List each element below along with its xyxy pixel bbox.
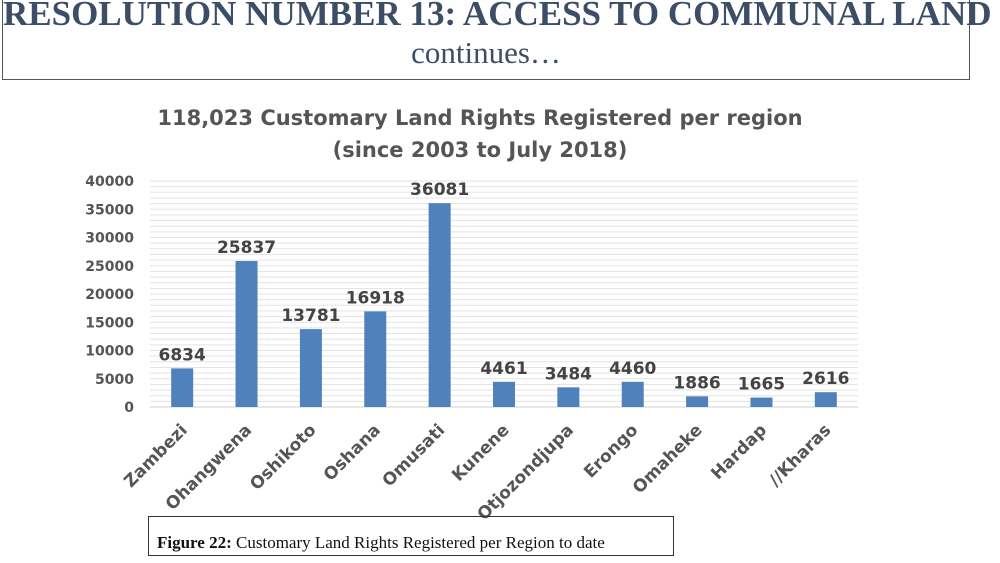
x-tick-label: Kunene — [448, 420, 513, 485]
bar — [235, 261, 258, 407]
bar — [686, 396, 709, 407]
bar — [428, 203, 451, 407]
y-tick-label: 10000 — [85, 344, 134, 360]
data-label: 2616 — [802, 369, 849, 389]
data-label: 1886 — [673, 373, 720, 393]
page-title: RESOLUTION NUMBER 13: ACCESS TO COMMUNAL… — [3, 0, 992, 33]
header-box: RESOLUTION NUMBER 13: ACCESS TO COMMUNAL… — [2, 0, 992, 80]
data-label: 36081 — [410, 180, 469, 200]
data-label: 3484 — [545, 364, 592, 384]
bar — [814, 392, 837, 407]
chart-subtitle: (since 2003 to July 2018) — [332, 138, 628, 162]
x-tick-label: Oshikoto — [246, 420, 320, 494]
x-tick-label: //Kharas — [765, 420, 835, 490]
y-tick-label: 30000 — [85, 231, 134, 247]
y-tick-label: 5000 — [95, 372, 134, 388]
page-subtitle: continues… — [411, 35, 561, 70]
bar — [621, 381, 644, 407]
y-tick-label: 0 — [124, 400, 134, 416]
data-label: 25837 — [217, 238, 276, 258]
y-tick-label: 35000 — [85, 202, 134, 218]
x-tick-label: Hardap — [707, 420, 771, 484]
data-label: 4460 — [609, 359, 656, 379]
data-label: 13781 — [281, 306, 340, 326]
data-label: 1665 — [738, 375, 785, 395]
y-tick-label: 40000 — [85, 174, 134, 190]
y-tick-label: 20000 — [85, 287, 134, 303]
bar — [493, 381, 515, 407]
data-label: 6834 — [159, 345, 206, 365]
caption-label: Figure 22: — [157, 533, 232, 552]
y-tick-label: 15000 — [85, 315, 134, 331]
bar — [299, 329, 322, 407]
x-tick-label: Erongo — [580, 420, 642, 482]
chart-title: 118,023 Customary Land Rights Registered… — [157, 106, 803, 130]
x-tick-label: Omaheke — [629, 420, 707, 498]
bar — [364, 311, 387, 407]
data-label: 16918 — [346, 288, 405, 308]
data-label: 4461 — [480, 359, 527, 379]
y-tick-label: 25000 — [85, 259, 134, 275]
bar — [557, 387, 580, 407]
x-tick-label: Oshana — [320, 420, 385, 485]
bar-chart: 0 5000 10000 15000 20000 25000 30000 35000 40000… — [85, 174, 858, 520]
figure-caption: Figure 22: Customary Land Rights Registe… — [148, 516, 674, 556]
bar — [171, 368, 194, 407]
caption-text: Customary Land Rights Registered per Reg… — [231, 533, 605, 552]
bar — [750, 397, 773, 407]
x-tick-label: Omusati — [379, 420, 450, 491]
